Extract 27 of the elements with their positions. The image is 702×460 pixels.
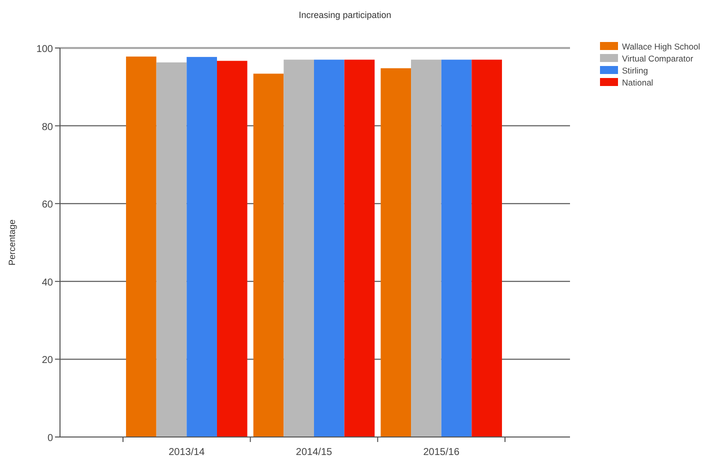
- legend-label: Stirling: [622, 66, 648, 76]
- legend-label: Virtual Comparator: [622, 54, 694, 64]
- bar: [126, 56, 156, 437]
- bar: [156, 62, 187, 437]
- y-tick-label: 80: [42, 122, 54, 133]
- bar: [216, 60, 248, 437]
- y-tick-label: 0: [47, 433, 54, 444]
- chart-title: Increasing participation: [298, 10, 392, 20]
- bar: [441, 60, 472, 437]
- y-tick-label: 40: [42, 277, 54, 288]
- bar: [344, 60, 375, 437]
- bar: [253, 74, 284, 437]
- y-axis-title: Percentage: [7, 219, 17, 266]
- bar: [380, 68, 412, 437]
- x-tick-label: 2015/16: [423, 447, 460, 458]
- x-tick-label: 2013/14: [168, 447, 206, 458]
- legend-label: Wallace High School: [622, 42, 700, 52]
- bar: [284, 60, 314, 437]
- y-tick-label: 100: [36, 44, 54, 55]
- bar: [411, 60, 442, 437]
- x-tick-label: 2014/15: [296, 447, 333, 458]
- legend-label: National: [622, 78, 654, 88]
- y-tick-label: 20: [42, 355, 54, 366]
- bar: [472, 60, 502, 437]
- y-tick-label: 60: [42, 200, 54, 211]
- bar: [314, 60, 344, 437]
- bar: [186, 56, 217, 437]
